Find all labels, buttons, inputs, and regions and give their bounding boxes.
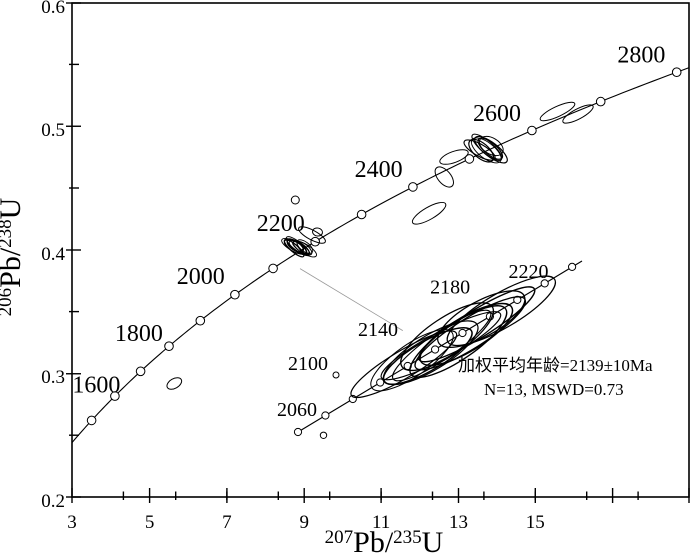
svg-text:N=13, MSWD=0.73: N=13, MSWD=0.73	[484, 380, 624, 399]
svg-text:0.5: 0.5	[41, 120, 65, 141]
svg-text:2800: 2800	[617, 42, 665, 68]
svg-text:2140: 2140	[358, 319, 398, 341]
svg-text:2000: 2000	[177, 264, 225, 290]
svg-text:0.3: 0.3	[41, 367, 65, 388]
svg-text:1800: 1800	[115, 321, 163, 347]
svg-text:0.2: 0.2	[41, 491, 65, 512]
svg-text:2060: 2060	[277, 399, 317, 421]
svg-text:206Pb/238U: 206Pb/238U	[0, 197, 27, 316]
svg-text:13: 13	[449, 512, 468, 533]
svg-text:2200: 2200	[257, 211, 305, 237]
svg-text:3: 3	[67, 512, 77, 533]
svg-text:0.6: 0.6	[41, 0, 65, 18]
svg-text:2100: 2100	[288, 353, 328, 375]
svg-text:5: 5	[145, 512, 155, 533]
svg-text:7: 7	[222, 512, 232, 533]
svg-text:207Pb/235U: 207Pb/235U	[325, 526, 444, 559]
svg-text:2220: 2220	[509, 261, 549, 283]
svg-text:0.4: 0.4	[41, 244, 65, 265]
svg-text:1600: 1600	[72, 372, 120, 398]
svg-text:2600: 2600	[473, 101, 521, 127]
svg-text:15: 15	[526, 512, 545, 533]
svg-text:2400: 2400	[355, 157, 403, 183]
svg-text:9: 9	[299, 512, 309, 533]
svg-text:加权平均年龄=2139±10Ma: 加权平均年龄=2139±10Ma	[458, 356, 653, 375]
svg-text:2180: 2180	[430, 277, 470, 299]
